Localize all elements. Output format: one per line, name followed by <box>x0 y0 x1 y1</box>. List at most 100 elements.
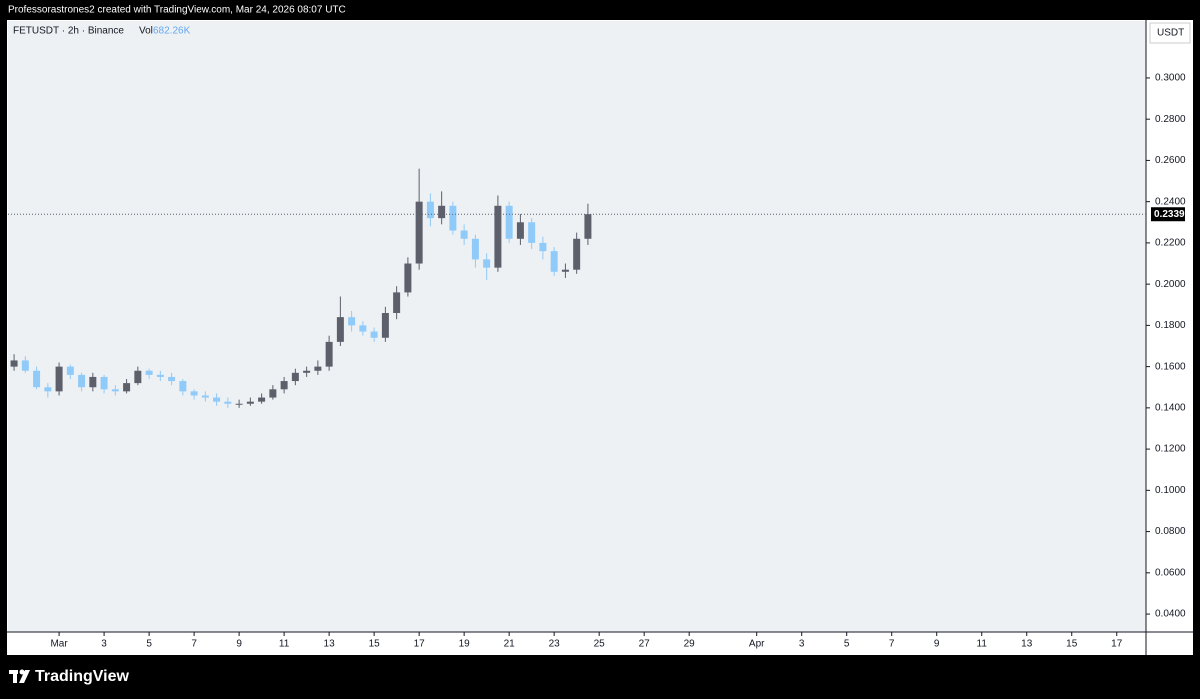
candle-body <box>134 370 142 384</box>
y-tick-label: 0.0800 <box>1155 526 1186 537</box>
y-tick-label: 0.2400 <box>1155 196 1186 207</box>
candle-body <box>224 401 232 404</box>
x-tick-label: Mar <box>50 639 68 650</box>
x-tick-label: 15 <box>369 639 381 650</box>
brand-name: TradingView <box>35 668 130 685</box>
x-tick-label: 5 <box>844 639 850 650</box>
last-price-label: 0.2339 <box>1154 209 1185 220</box>
candle-body <box>449 205 457 231</box>
x-tick-label: 25 <box>594 639 606 650</box>
x-tick-label: 17 <box>414 639 426 650</box>
candle-body <box>78 374 86 388</box>
candle-body <box>213 397 221 402</box>
x-tick-label: 7 <box>889 639 895 650</box>
candle-body <box>359 325 367 332</box>
candle-body <box>528 222 536 243</box>
candle-body <box>123 383 131 392</box>
candle-body <box>156 374 164 377</box>
x-tick-label: 3 <box>101 639 107 650</box>
candle-body <box>44 387 52 392</box>
x-tick-label: 3 <box>799 639 805 650</box>
currency-box <box>1149 22 1191 44</box>
y-tick-label: 0.1000 <box>1155 485 1186 496</box>
candle-body <box>89 376 97 388</box>
y-tick-label: 0.2000 <box>1155 279 1186 290</box>
candle-body <box>258 397 266 402</box>
y-tick-label: 0.2600 <box>1155 155 1186 166</box>
y-tick-label: 0.2200 <box>1155 238 1186 249</box>
volume-value: 682.26K <box>153 26 191 37</box>
candle-body <box>168 376 176 382</box>
candle-body <box>550 251 558 272</box>
last-price-box <box>1151 207 1185 222</box>
candle-body <box>483 259 491 268</box>
candle-body <box>246 401 254 404</box>
x-tick-label: Apr <box>749 639 765 650</box>
candle-body <box>325 341 333 367</box>
y-tick-label: 0.0400 <box>1155 609 1186 620</box>
y-tick-label: 0.2800 <box>1155 114 1186 125</box>
x-tick-label: 21 <box>504 639 516 650</box>
symbol-title: FETUSDT · 2h · Binance <box>13 26 124 37</box>
x-tick-label: 19 <box>459 639 471 650</box>
candle-body <box>291 372 299 382</box>
x-tick-label: 13 <box>324 639 336 650</box>
candle-body <box>370 331 378 338</box>
x-tick-label: 23 <box>549 639 561 650</box>
x-tick-label: 11 <box>279 639 290 650</box>
x-tick-label: 29 <box>684 639 696 650</box>
y-tick-label: 0.3000 <box>1155 73 1186 84</box>
candle-body <box>494 205 502 268</box>
candle-body <box>314 366 322 371</box>
x-tick-label: 9 <box>236 639 242 650</box>
y-tick-label: 0.1800 <box>1155 320 1186 331</box>
candle-body <box>438 205 446 219</box>
x-tick-label: 15 <box>1066 639 1078 650</box>
y-tick-label: 0.1400 <box>1155 403 1186 414</box>
candle-body <box>235 403 243 405</box>
x-tick-label: 27 <box>639 639 651 650</box>
candle-body <box>573 238 581 270</box>
candle-body <box>516 222 524 239</box>
candle-body <box>426 201 434 219</box>
plot-area <box>8 21 1146 632</box>
y-tick-label: 0.0600 <box>1155 567 1186 578</box>
x-tick-label: 11 <box>977 639 988 650</box>
brand-logo <box>9 669 30 683</box>
candle-body <box>415 201 423 264</box>
candle-body <box>348 317 356 326</box>
candle-body <box>190 391 198 396</box>
x-tick-label: 13 <box>1021 639 1033 650</box>
candle-body <box>505 205 513 239</box>
candle-body <box>584 214 592 239</box>
candle-body <box>100 376 108 390</box>
candle-body <box>303 370 311 373</box>
candle-body <box>404 263 412 293</box>
candle-body <box>561 269 569 272</box>
candle-body <box>21 360 29 371</box>
candle-body <box>179 381 187 392</box>
candle-body <box>280 381 288 390</box>
candle-body <box>539 242 547 252</box>
candle-body <box>55 366 63 392</box>
candle-body <box>33 370 41 388</box>
candle-body <box>393 292 401 314</box>
y-tick-label: 0.1600 <box>1155 361 1186 372</box>
x-tick-label: 5 <box>146 639 152 650</box>
candle-body <box>460 230 468 239</box>
currency-label: USDT <box>1157 28 1184 39</box>
candle-body <box>111 389 119 392</box>
candle-body <box>145 370 153 375</box>
candle-body <box>381 313 389 338</box>
candle-body <box>471 238 479 260</box>
volume-label: Vol <box>139 26 153 37</box>
x-tick-label: 17 <box>1111 639 1123 650</box>
candle-body <box>201 395 209 398</box>
x-tick-label: 9 <box>934 639 940 650</box>
x-tick-label: 7 <box>191 639 197 650</box>
candle-body <box>336 317 344 342</box>
candle-body <box>269 389 277 398</box>
header-text: Professorastrones2 created with TradingV… <box>8 5 346 16</box>
candle-body <box>10 360 18 367</box>
